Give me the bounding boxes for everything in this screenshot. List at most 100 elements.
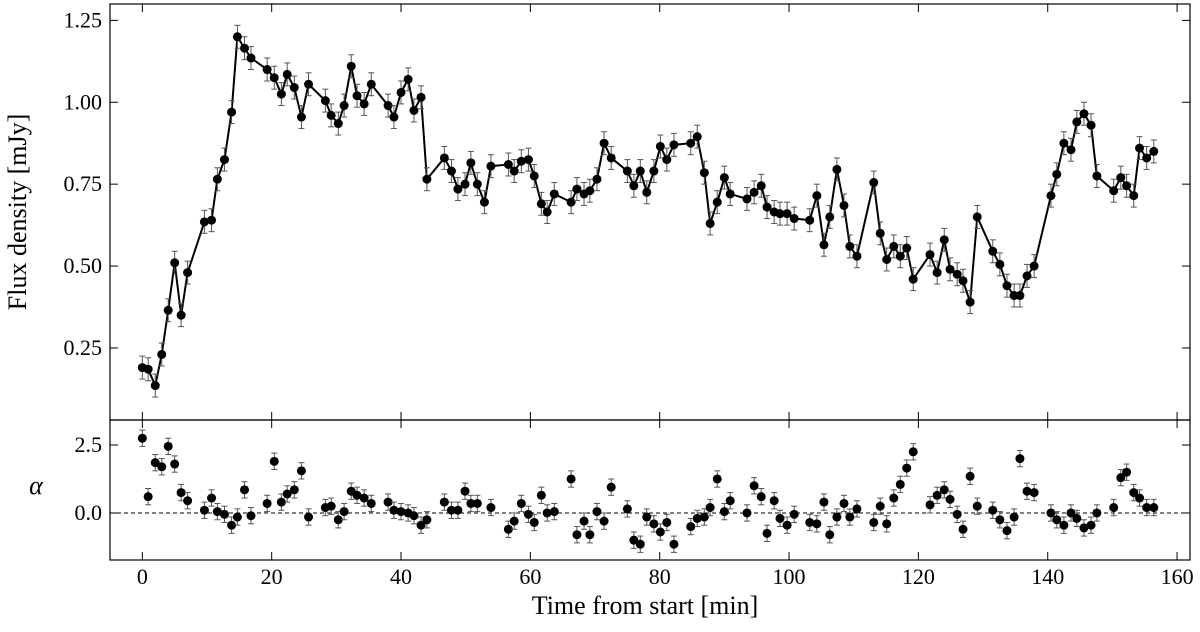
data-point (725, 189, 735, 199)
data-point (889, 493, 899, 503)
data-point (1109, 503, 1119, 513)
data-point (269, 73, 279, 83)
data-point (269, 456, 279, 466)
data-point (366, 79, 376, 89)
data-point (1116, 173, 1126, 183)
data-point (240, 43, 250, 53)
data-point (592, 507, 602, 517)
data-point (170, 459, 180, 469)
data-point (939, 485, 949, 495)
data-point (137, 433, 147, 443)
data-point (529, 171, 539, 181)
data-point (635, 539, 645, 549)
x-tick-label: 60 (519, 564, 541, 589)
data-point (163, 441, 173, 451)
data-point (333, 119, 343, 129)
data-point (1135, 143, 1145, 153)
x-tick-label: 0 (137, 564, 148, 589)
data-point (1002, 526, 1012, 536)
data-point (825, 530, 835, 540)
data-point (749, 481, 759, 491)
data-point (403, 74, 413, 84)
data-point (1142, 153, 1152, 163)
data-point (572, 184, 582, 194)
data-point (240, 485, 250, 495)
data-point (529, 517, 539, 527)
data-point (742, 508, 752, 518)
data-point (509, 166, 519, 176)
y-axis-label: Flux density [mJy] (3, 114, 32, 310)
y-tick-label: 0.75 (64, 171, 103, 196)
data-point (383, 101, 393, 111)
data-point (662, 517, 672, 527)
data-point (995, 515, 1005, 525)
x-tick-label: 100 (773, 564, 806, 589)
x-tick-label: 120 (902, 564, 935, 589)
data-point (819, 497, 829, 507)
data-point (219, 155, 229, 165)
data-point (606, 153, 616, 163)
data-point (585, 530, 595, 540)
data-point (389, 505, 399, 515)
data-point (549, 189, 559, 199)
data-point (1109, 186, 1119, 196)
y-tick-label: 0.25 (64, 335, 103, 360)
data-point (649, 519, 659, 529)
data-point (686, 522, 696, 532)
data-point (939, 235, 949, 245)
data-point (549, 507, 559, 517)
data-point (1052, 169, 1062, 179)
data-point (606, 482, 616, 492)
data-point (304, 512, 314, 522)
data-point (352, 490, 362, 500)
y-tick-label: 0.50 (64, 253, 103, 278)
data-point (1142, 503, 1152, 513)
data-point (176, 310, 186, 320)
data-point (782, 520, 792, 530)
data-point (472, 498, 482, 508)
data-point (326, 501, 336, 511)
data-point (988, 246, 998, 256)
data-point (1066, 145, 1076, 155)
data-point (869, 517, 879, 527)
data-point (296, 466, 306, 476)
data-point (359, 493, 369, 503)
data-point (320, 96, 330, 106)
data-point (150, 381, 160, 391)
data-point (479, 197, 489, 207)
data-point (925, 500, 935, 510)
data-point (775, 513, 785, 523)
data-point (782, 209, 792, 219)
data-point (1052, 515, 1062, 525)
data-point (669, 539, 679, 549)
data-point (642, 512, 652, 522)
data-point (579, 516, 589, 526)
data-point (655, 141, 665, 151)
data-point (503, 160, 513, 170)
x-tick-label: 20 (261, 564, 283, 589)
data-point (945, 494, 955, 504)
data-point (183, 496, 193, 506)
data-point (908, 274, 918, 284)
data-point (282, 69, 292, 79)
data-point (296, 112, 306, 122)
data-point (466, 498, 476, 508)
data-point (852, 251, 862, 261)
data-point (1015, 291, 1025, 301)
data-point (246, 53, 256, 63)
data-point (1029, 488, 1039, 498)
data-point (762, 528, 772, 538)
data-point (409, 511, 419, 521)
data-point (869, 178, 879, 188)
data-point (762, 202, 772, 212)
data-point (1009, 512, 1019, 522)
x-tick-label: 140 (1031, 564, 1064, 589)
data-point (932, 268, 942, 278)
data-point (805, 215, 815, 225)
data-point (712, 474, 722, 484)
data-point (453, 184, 463, 194)
data-point (157, 349, 167, 359)
data-point (965, 471, 975, 481)
data-point (396, 507, 406, 517)
data-point (705, 218, 715, 228)
